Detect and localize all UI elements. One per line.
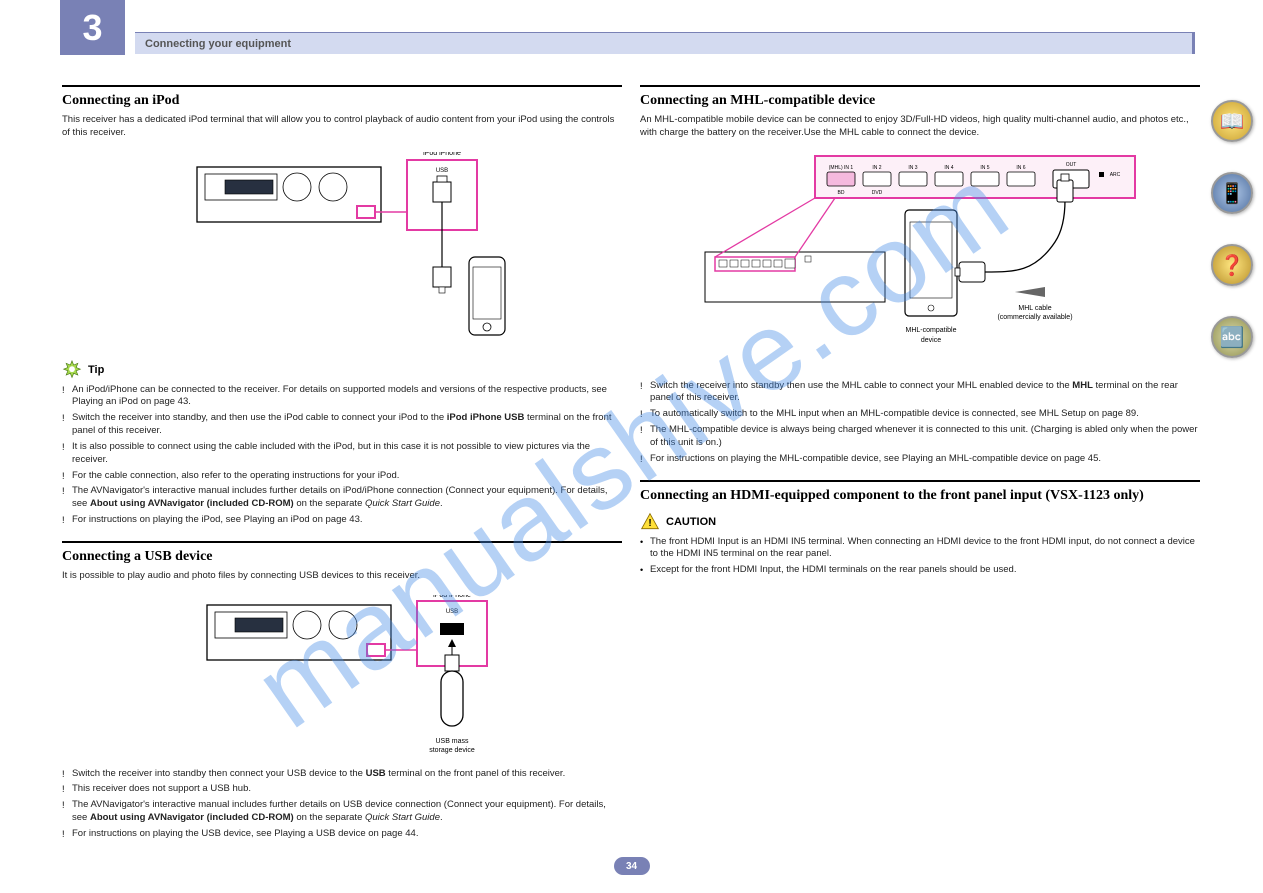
hdmi-section-title: Connecting an HDMI-equipped component to… xyxy=(640,480,1200,504)
link-playing-usb[interactable]: Playing a USB device xyxy=(274,828,365,839)
link-mhl-setup[interactable]: MHL Setup xyxy=(1039,408,1086,419)
svg-text:BD: BD xyxy=(838,190,845,196)
page-number: 34 xyxy=(614,857,650,875)
side-nav-icons: 📖 📱 ❓ 🔤 xyxy=(1211,100,1253,358)
svg-text:iPod iPhone: iPod iPhone xyxy=(423,152,461,157)
right-column: Connecting an MHL-compatible device An M… xyxy=(640,85,1200,580)
ipod-tip-0: An iPod/iPhone can be connected to the r… xyxy=(62,384,622,410)
svg-text:DVD: DVD xyxy=(872,190,883,196)
svg-text:device: device xyxy=(921,337,941,344)
svg-text:IN 5: IN 5 xyxy=(980,165,989,171)
svg-text:IN 4: IN 4 xyxy=(944,165,953,171)
svg-text:iPod iPhone: iPod iPhone xyxy=(433,595,471,599)
svg-text:OUT: OUT xyxy=(1066,162,1077,168)
link-page-44[interactable]: page 44 xyxy=(381,828,415,839)
svg-text:IN 3: IN 3 xyxy=(908,165,917,171)
link-page-43b[interactable]: page 43 xyxy=(326,514,360,525)
chapter-number-box: 3 xyxy=(60,0,125,55)
mhl-section-title: Connecting an MHL-compatible device xyxy=(640,85,1200,109)
mhl-tip-2: The MHL-compatible device is always bein… xyxy=(640,424,1200,450)
ipod-tip-2: It is also possible to connect using the… xyxy=(62,441,622,467)
svg-text:ARC: ARC xyxy=(1110,172,1121,178)
usb-tip-2: The AVNavigator's interactive manual inc… xyxy=(62,799,622,825)
svg-text:MHL-compatible: MHL-compatible xyxy=(906,327,957,334)
usb-tip-1: This receiver does not support a USB hub… xyxy=(62,783,622,796)
left-column: Connecting an iPod This receiver has a d… xyxy=(62,85,622,844)
ipod-intro: This receiver has a dedicated iPod termi… xyxy=(62,114,622,140)
svg-text:!: ! xyxy=(648,518,651,529)
ipod-tip-1: Switch the receiver into standby, and th… xyxy=(62,412,622,438)
link-page-45[interactable]: page 45 xyxy=(1064,453,1098,464)
ipod-tip-3: For the cable connection, also refer to … xyxy=(62,470,622,483)
link-playing-ipod[interactable]: Playing an iPod xyxy=(72,396,138,407)
header-title: Connecting your equipment xyxy=(145,38,291,50)
svg-text:MHL cable: MHL cable xyxy=(1018,305,1051,312)
usb-section-title: Connecting a USB device xyxy=(62,541,622,565)
svg-text:USB mass: USB mass xyxy=(435,738,469,745)
tip-icon xyxy=(62,360,82,380)
svg-text:USB: USB xyxy=(446,609,458,615)
mhl-tip-0: Switch the receiver into standby then us… xyxy=(640,380,1200,406)
link-playing-ipod-2[interactable]: Playing an iPod xyxy=(244,514,310,525)
help-icon[interactable]: ❓ xyxy=(1211,244,1253,286)
svg-text:storage device: storage device xyxy=(429,747,475,754)
caution-label: CAUTION xyxy=(666,516,716,528)
caution-item-0: The front HDMI Input is an HDMI IN5 term… xyxy=(640,536,1200,562)
usb-intro: It is possible to play audio and photo f… xyxy=(62,570,622,583)
mhl-diagram: (MHL) IN 1 IN 2 IN 3 IN 4 IN 5 IN 6 OUT … xyxy=(640,152,1200,372)
caution-icon: ! xyxy=(640,512,660,532)
ipod-diagram: iPod iPhone USB xyxy=(62,152,622,352)
abc-icon[interactable]: 🔤 xyxy=(1211,316,1253,358)
link-page-43[interactable]: page 43 xyxy=(154,396,188,407)
tip-label: Tip xyxy=(88,364,104,376)
ipod-tip-4: The AVNavigator's interactive manual inc… xyxy=(62,485,622,511)
usb-tip-0: Switch the receiver into standby then co… xyxy=(62,768,622,781)
caution-item-1: Except for the front HDMI Input, the HDM… xyxy=(640,564,1200,577)
caution-list: The front HDMI Input is an HDMI IN5 term… xyxy=(640,536,1200,577)
mhl-tip-1: To automatically switch to the MHL input… xyxy=(640,408,1200,421)
mhl-tips-list: Switch the receiver into standby then us… xyxy=(640,380,1200,466)
usb-diagram: iPod iPhone USB USB mass storage device xyxy=(62,595,622,760)
mhl-intro: An MHL-compatible mobile device can be c… xyxy=(640,114,1200,140)
usb-tip-3: For instructions on playing the USB devi… xyxy=(62,828,622,841)
svg-text:(commercially available): (commercially available) xyxy=(997,314,1072,321)
remote-icon[interactable]: 📱 xyxy=(1211,172,1253,214)
caution-header: ! CAUTION xyxy=(640,512,1200,532)
ipod-section-title: Connecting an iPod xyxy=(62,85,622,109)
ipod-tips-list: An iPod/iPhone can be connected to the r… xyxy=(62,384,622,527)
link-page-89[interactable]: page 89 xyxy=(1102,408,1136,419)
link-playing-mhl[interactable]: Playing an MHL-compatible device xyxy=(902,453,1048,464)
usb-tips-list: Switch the receiver into standby then co… xyxy=(62,768,622,841)
svg-text:USB: USB xyxy=(436,168,448,174)
mhl-tip-3: For instructions on playing the MHL-comp… xyxy=(640,453,1200,466)
svg-text:IN 2: IN 2 xyxy=(872,165,881,171)
svg-text:IN 6: IN 6 xyxy=(1016,165,1025,171)
svg-text:(MHL) IN 1: (MHL) IN 1 xyxy=(829,165,854,171)
header-bar xyxy=(135,32,1195,54)
ipod-tip-5: For instructions on playing the iPod, se… xyxy=(62,514,622,527)
book-icon[interactable]: 📖 xyxy=(1211,100,1253,142)
tip-header: Tip xyxy=(62,360,622,380)
